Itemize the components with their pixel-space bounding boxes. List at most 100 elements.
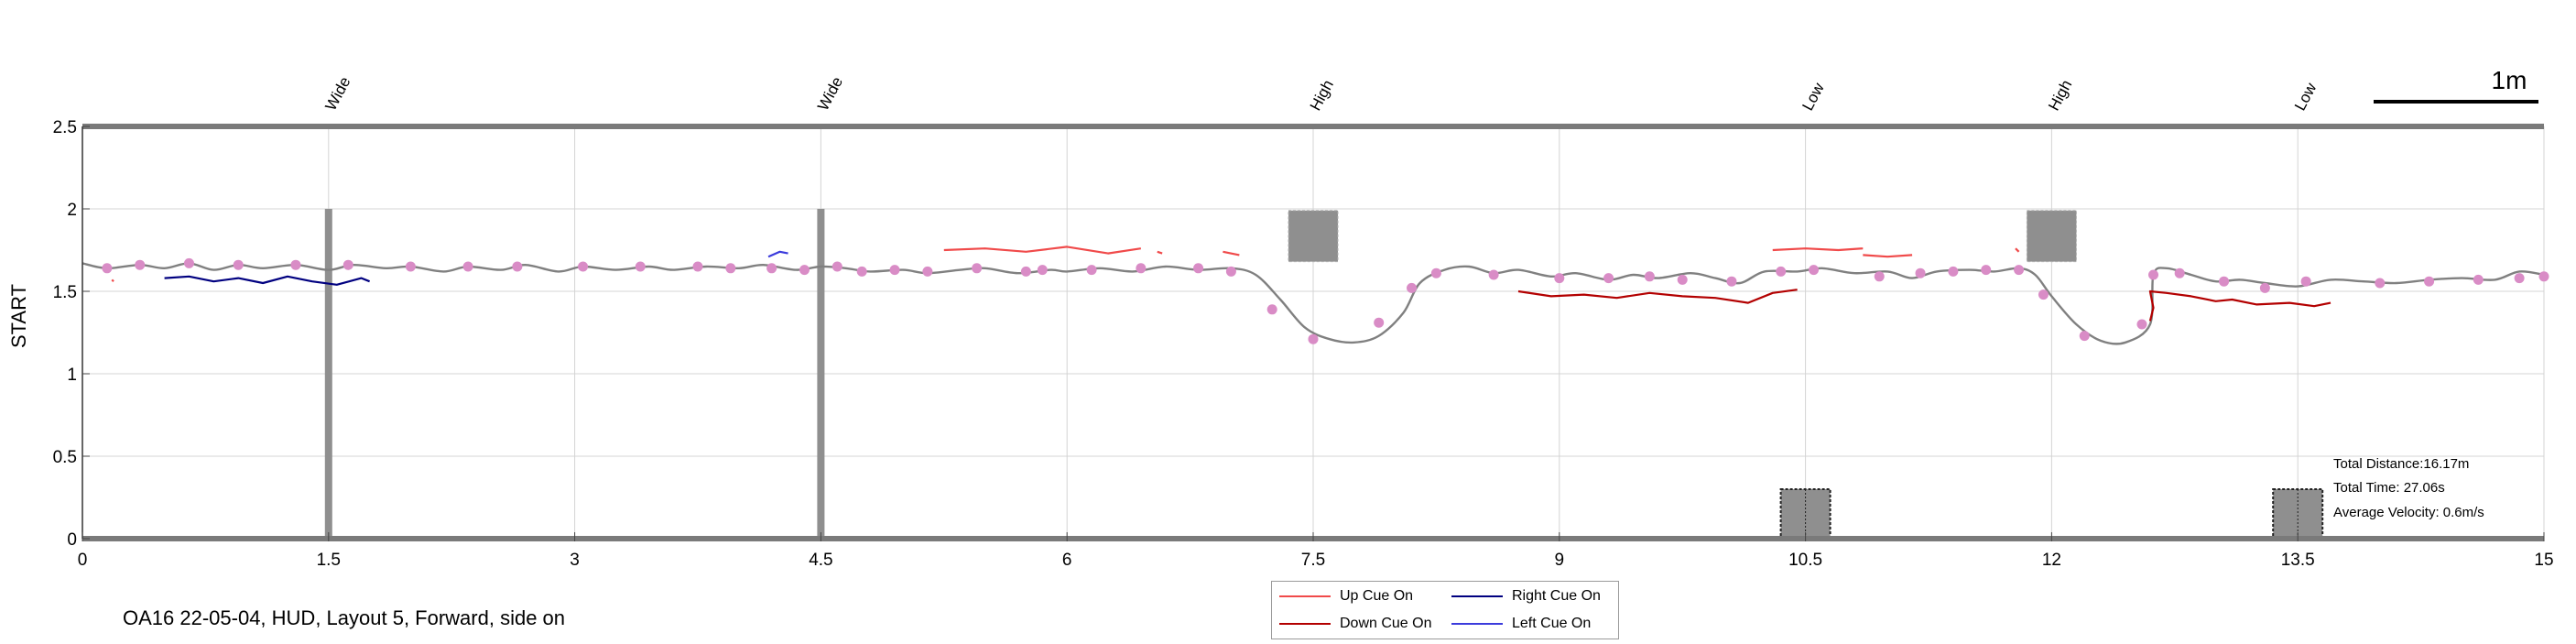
- trajectory-marker: [1374, 317, 1385, 328]
- scale-bar-label: 1m: [2492, 66, 2527, 94]
- trajectory-marker: [1266, 304, 1277, 315]
- trajectory-marker: [1948, 266, 1959, 277]
- obstacle-label: Low: [2291, 80, 2321, 114]
- trajectory-marker: [1554, 273, 1565, 284]
- trajectory-marker: [1020, 266, 1031, 277]
- trajectory-marker: [2038, 289, 2049, 300]
- trajectory-marker: [1308, 333, 1319, 344]
- trajectory-marker: [2514, 273, 2525, 284]
- legend-item-right: Right Cue On: [1451, 588, 1601, 605]
- y-axis-label: START: [7, 284, 30, 348]
- x-tick-label: 15: [2534, 551, 2553, 570]
- trajectory-marker: [2473, 274, 2484, 285]
- obstacle-label: Low: [1799, 80, 1828, 114]
- trajectory-marker: [578, 261, 589, 272]
- trajectory-marker: [1193, 263, 1204, 274]
- trajectory-line: [82, 262, 2545, 345]
- legend-item-left: Left Cue On: [1451, 616, 1591, 632]
- trajectory-marker: [2148, 269, 2159, 280]
- trajectory-marker: [2079, 331, 2090, 342]
- trajectory-marker: [1874, 271, 1885, 282]
- legend-swatch-right: [1451, 595, 1503, 597]
- trajectory-marker: [2174, 267, 2185, 278]
- legend-item-up: Up Cue On: [1279, 588, 1413, 605]
- obstacle-label: High: [2045, 77, 2075, 114]
- legend-label-down: Down Cue On: [1340, 616, 1432, 631]
- scale-bar: 1m: [2374, 66, 2538, 104]
- trajectory-marker: [1407, 282, 1418, 293]
- trajectory-markers: [102, 257, 2549, 344]
- trajectory-marker: [725, 263, 736, 274]
- legend: Up Cue On Right Cue On Down Cue On Left …: [1271, 581, 1619, 639]
- y-tick-label: 2.5: [53, 118, 77, 137]
- legend-item-down: Down Cue On: [1279, 616, 1432, 632]
- obstacle-labels: Wide Wide High Low High Low: [322, 74, 2321, 114]
- obstacle-label: High: [1307, 77, 1337, 114]
- legend-label-up: Up Cue On: [1340, 588, 1414, 604]
- trajectory-marker: [1644, 271, 1655, 282]
- trajectory-marker: [1726, 276, 1737, 287]
- trajectory-marker: [1981, 265, 1992, 276]
- trajectory-marker: [766, 263, 777, 274]
- trajectory-marker: [831, 261, 842, 272]
- x-tick-label: 1.5: [317, 551, 341, 570]
- trajectory-marker: [1915, 267, 1926, 278]
- trajectory-marker: [1136, 263, 1147, 274]
- trajectory-marker: [692, 261, 703, 272]
- trajectory-marker: [1488, 269, 1499, 280]
- trajectory-marker: [799, 265, 810, 276]
- trajectory-marker: [2259, 282, 2270, 293]
- figure-caption: OA16 22-05-04, HUD, Layout 5, Forward, s…: [123, 606, 566, 629]
- series-right-cue-on: [164, 275, 371, 286]
- trajectory-marker: [233, 259, 244, 270]
- trajectory-marker: [1037, 265, 1048, 276]
- obstacle-high: [1288, 210, 1339, 263]
- trajectory: [82, 262, 2545, 345]
- obstacles: [324, 209, 2324, 540]
- x-tick-label: 12: [2042, 551, 2061, 570]
- obstacle-post: [817, 209, 825, 539]
- trajectory-marker: [1809, 265, 1820, 276]
- series-up-cue-on: [111, 278, 114, 282]
- obstacle-label: Wide: [322, 74, 354, 114]
- trajectory-marker: [2219, 276, 2230, 287]
- series-left-cue-on: [767, 250, 788, 258]
- series-up-cue-on: [1223, 250, 1240, 257]
- trajectory-marker: [342, 259, 353, 270]
- trajectory-marker: [135, 259, 146, 270]
- trajectory-marker: [512, 261, 523, 272]
- trajectory-marker: [2424, 276, 2435, 287]
- series-up-cue-on: [1863, 254, 1913, 258]
- obstacle-post: [324, 209, 332, 539]
- trajectory-marker: [1430, 267, 1441, 278]
- series-up-cue-on: [943, 246, 1142, 255]
- legend-swatch-left: [1451, 622, 1503, 625]
- trajectory-marker: [290, 259, 301, 270]
- series-down-cue-on: [2148, 289, 2331, 322]
- series-down-cue-on: [1517, 289, 1798, 304]
- y-tick-label: 1.5: [53, 283, 77, 302]
- trajectory-marker: [972, 263, 983, 274]
- trajectory-marker: [2136, 319, 2147, 330]
- y-tick-label: 0: [67, 530, 77, 550]
- y-tick-label: 2: [67, 201, 77, 220]
- x-tick-label: 13.5: [2281, 551, 2315, 570]
- cue-lines: [111, 246, 2331, 322]
- trajectory-marker: [1603, 273, 1614, 284]
- legend-label-right: Right Cue On: [1512, 588, 1601, 604]
- legend-swatch-down: [1279, 622, 1331, 625]
- x-tick-label: 7.5: [1301, 551, 1325, 570]
- legend-label-left: Left Cue On: [1512, 616, 1592, 631]
- trajectory-marker: [1677, 274, 1688, 285]
- legend-swatch-up: [1279, 595, 1331, 597]
- trajectory-marker: [635, 261, 646, 272]
- trajectory-marker: [1225, 266, 1236, 277]
- trajectory-marker: [1776, 266, 1787, 277]
- series-up-cue-on: [2015, 247, 2020, 253]
- x-tick-label: 0: [78, 551, 88, 570]
- average-velocity: Average Velocity: 0.6m/s: [2333, 505, 2484, 520]
- x-tick-label: 6: [1062, 551, 1072, 570]
- series-up-cue-on: [1157, 250, 1163, 255]
- total-distance: Total Distance:16.17m: [2333, 456, 2469, 472]
